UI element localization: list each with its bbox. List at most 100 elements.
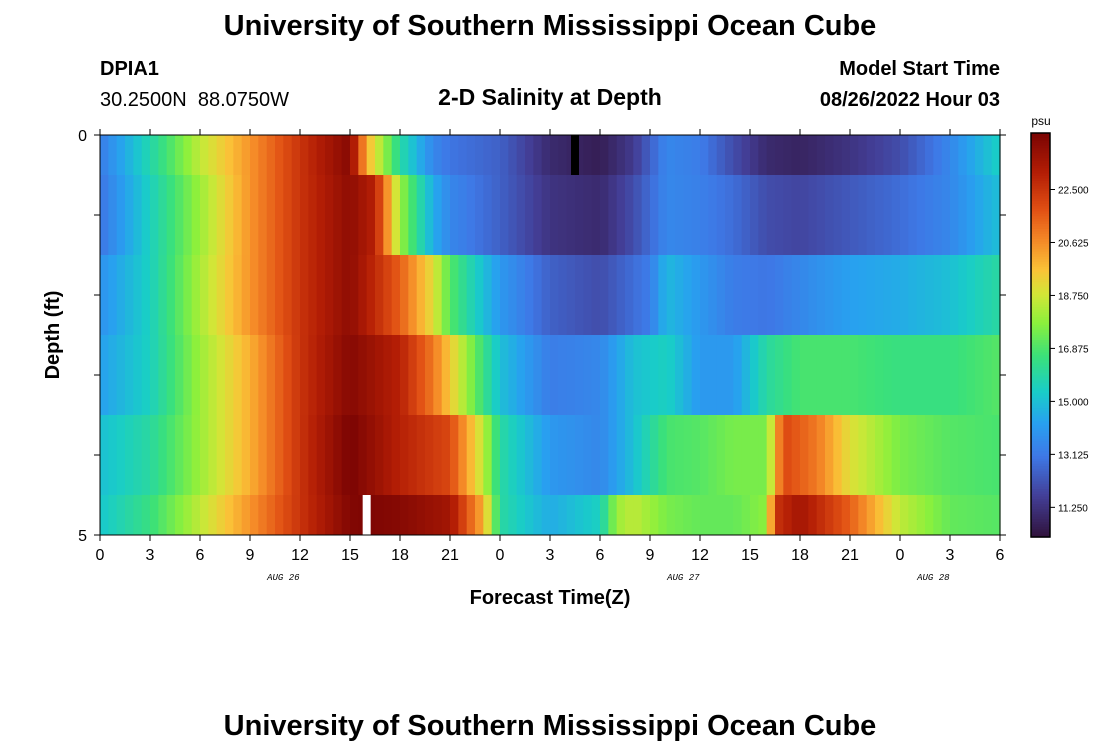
heatmap-cell — [900, 495, 909, 535]
heatmap-cell — [258, 335, 268, 415]
colorbar-segment — [1031, 377, 1050, 382]
heatmap-cell — [983, 415, 993, 495]
heatmap-cell — [783, 415, 793, 495]
heatmap-cell — [175, 175, 184, 255]
heatmap-cell — [266, 335, 276, 415]
heatmap-cell — [416, 335, 426, 415]
heatmap-cell — [491, 255, 501, 335]
heatmap-cell — [833, 135, 843, 175]
colorbar-segment — [1031, 408, 1050, 412]
heatmap-cell — [550, 135, 559, 175]
heatmap-cell — [466, 255, 476, 335]
heatmap-cell — [725, 135, 734, 175]
heatmap-cell — [366, 415, 376, 495]
heatmap-cell — [566, 335, 576, 415]
colorbar-segment — [1031, 486, 1050, 490]
colorbar-segment — [1031, 231, 1050, 235]
heatmap-cell — [416, 415, 426, 495]
heatmap-cell — [225, 415, 234, 495]
heatmap-cell — [783, 255, 793, 335]
heatmap-cell — [383, 135, 393, 175]
colorbar-segment — [1031, 403, 1050, 407]
heatmap-cell — [858, 415, 868, 495]
heatmap-cell — [683, 495, 693, 535]
heatmap-cell — [966, 415, 976, 495]
heatmap-cell — [541, 255, 551, 335]
heatmap-cell — [850, 415, 859, 495]
heatmap-cell — [425, 175, 434, 255]
heatmap-cell — [333, 335, 343, 415]
heatmap-cell — [866, 335, 876, 415]
colorbar-segment — [1031, 279, 1050, 283]
heatmap-cell — [441, 175, 451, 255]
colorbar-segment — [1031, 186, 1050, 190]
colorbar-segment — [1031, 294, 1050, 298]
colorbar-segment — [1031, 226, 1050, 230]
heatmap-cell — [750, 255, 759, 335]
heatmap-cell — [791, 495, 801, 535]
heatmap-cell — [458, 135, 468, 175]
heatmap-cell — [241, 135, 251, 175]
colorbar-tick-label: 16.875 — [1058, 344, 1089, 355]
heatmap-cell — [683, 335, 693, 415]
colorbar-segment — [1031, 180, 1050, 185]
heatmap-cell — [258, 415, 268, 495]
heatmap-cell — [675, 135, 684, 175]
heatmap-cell — [566, 495, 576, 535]
heatmap-cell — [650, 335, 659, 415]
heatmap-cell — [291, 255, 301, 335]
colorbar-segment — [1031, 241, 1050, 245]
heatmap-cell — [225, 175, 234, 255]
heatmap-cell — [191, 335, 201, 415]
heatmap-cell — [100, 255, 109, 335]
heatmap-cell — [991, 255, 1001, 335]
colorbar-segment — [1031, 276, 1050, 281]
heatmap-cell — [183, 495, 193, 535]
heatmap-cell — [200, 255, 209, 335]
heatmap-cell — [833, 415, 843, 495]
heatmap-cell — [241, 175, 251, 255]
heatmap-cell — [550, 495, 559, 535]
heatmap-cell — [158, 495, 168, 535]
colorbar-segment — [1031, 496, 1050, 500]
colorbar-segment — [1031, 153, 1050, 157]
colorbar-segment — [1031, 170, 1050, 175]
heatmap-cell — [658, 175, 668, 255]
x-tick-label: 0 — [896, 547, 905, 564]
heatmap-cell — [208, 415, 218, 495]
heatmap-cell — [558, 135, 568, 175]
heatmap-cell — [475, 335, 484, 415]
heatmap-cell — [108, 255, 118, 335]
colorbar-segment — [1031, 448, 1050, 452]
heatmap-cell — [400, 495, 409, 535]
colorbar-segment — [1031, 398, 1050, 402]
heatmap-cell — [225, 255, 234, 335]
y-tick-label: 0 — [78, 128, 87, 145]
heatmap-cell — [341, 335, 351, 415]
heatmap-cell — [141, 175, 151, 255]
heatmap-cell — [891, 255, 901, 335]
heatmap-cell — [625, 335, 634, 415]
heatmap-cell — [241, 335, 251, 415]
heatmap-cell — [416, 135, 426, 175]
heatmap-cell — [333, 175, 343, 255]
heatmap-cell — [116, 495, 126, 535]
heatmap-cell — [766, 135, 776, 175]
heatmap-cell — [641, 335, 651, 415]
heatmap-cell — [208, 495, 218, 535]
heatmap-cell — [925, 415, 934, 495]
heatmap-cell — [266, 255, 276, 335]
heatmap-cell — [250, 255, 259, 335]
heatmap-cell — [825, 255, 834, 335]
heatmap-cell — [208, 335, 218, 415]
colorbar-segment — [1031, 360, 1050, 364]
heatmap-cell — [875, 135, 884, 175]
heatmap-cell — [325, 415, 334, 495]
heatmap-cell — [283, 135, 293, 175]
heatmap-cell — [758, 135, 768, 175]
heatmap-cell — [375, 335, 384, 415]
heatmap-cell — [183, 335, 193, 415]
heatmap-cell — [975, 415, 984, 495]
heatmap-cell — [483, 255, 493, 335]
heatmap-cell — [425, 495, 434, 535]
